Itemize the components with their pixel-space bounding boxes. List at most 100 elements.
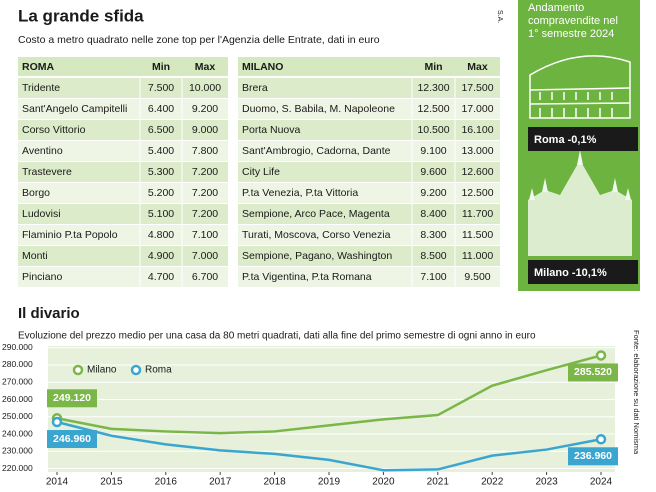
table-cell: 7.200 — [192, 187, 218, 199]
table-cell: Aventino — [22, 145, 63, 157]
table-cell: P.ta Venezia, P.ta Vittoria — [242, 187, 358, 199]
table-row-bg — [18, 120, 228, 140]
y-tick-label: 260.000 — [2, 394, 33, 404]
table-header-bg — [238, 57, 500, 76]
table-cell: Sant'Angelo Campitelli — [22, 103, 127, 115]
value-label-bg — [568, 363, 618, 382]
table-cell: 7.000 — [192, 250, 218, 262]
legend-marker — [130, 364, 142, 376]
table-header: ROMA — [22, 61, 54, 73]
table-cell: 4.900 — [148, 250, 174, 262]
value-label: 249.120 — [53, 392, 91, 404]
table-row-bg — [238, 246, 500, 266]
table-cell: 7.500 — [148, 82, 174, 94]
table-cell: Corso Vittorio — [22, 124, 86, 136]
y-tick-label: 290.000 — [2, 342, 33, 352]
value-label: 246.960 — [53, 433, 91, 445]
legend-label: Roma — [145, 365, 172, 376]
x-tick-label: 2024 — [590, 477, 613, 488]
x-tick-label: 2020 — [372, 477, 395, 488]
chart-title: Il divario — [18, 305, 80, 322]
table-cell: 11.500 — [462, 229, 493, 241]
y-tick-label: 240.000 — [2, 428, 33, 438]
table-cell: 7.100 — [420, 271, 446, 283]
legend-marker — [72, 364, 84, 376]
table-cell: Monti — [22, 250, 48, 262]
y-tick-label: 270.000 — [2, 376, 33, 386]
table-cell: Sempione, Arco Pace, Magenta — [242, 208, 390, 220]
chart-source: Fonte: elaborazione su dati Nomisma — [632, 330, 641, 455]
y-tick-label: 280.000 — [2, 359, 33, 369]
table-cell: 7.100 — [192, 229, 218, 241]
table-cell: 6.500 — [148, 124, 174, 136]
panel-title: 1° semestre 2024 — [528, 28, 614, 40]
table-header: Min — [424, 61, 442, 73]
duomo-icon — [528, 150, 632, 256]
subtitle: Costo a metro quadrato nelle zone top pe… — [18, 34, 380, 46]
table-row-bg — [238, 225, 500, 245]
table-cell: 8.300 — [420, 229, 446, 241]
table-row-bg — [238, 204, 500, 224]
table-cell: 9.000 — [192, 124, 218, 136]
table-header: Min — [152, 61, 170, 73]
table-row-bg — [18, 267, 228, 287]
table-cell: Brera — [242, 82, 268, 94]
table-row-bg — [18, 162, 228, 182]
x-tick-label: 2015 — [100, 477, 123, 488]
table-cell: Duomo, S. Babila, M. Napoleone — [242, 103, 395, 115]
table-cell: 12.500 — [417, 103, 449, 115]
table-cell: Porta Nuova — [242, 124, 301, 136]
table-cell: 11.700 — [462, 208, 493, 220]
colosseum-icon — [529, 55, 631, 119]
table-row-bg — [238, 78, 500, 98]
table-cell: 17.500 — [461, 82, 493, 94]
table-cell: 11.000 — [462, 250, 493, 262]
series-line — [56, 354, 602, 435]
panel-item: Milano -10,1% — [534, 267, 607, 279]
y-tick-label: 230.000 — [2, 446, 33, 456]
table-cell: 5.300 — [148, 166, 174, 178]
y-tick-label: 250.000 — [2, 411, 33, 421]
table-cell: 7.200 — [192, 166, 218, 178]
table-cell: P.ta Vigentina, P.ta Romana — [242, 271, 372, 283]
x-tick-label: 2019 — [318, 477, 341, 488]
value-label: 236.960 — [574, 450, 612, 462]
table-cell: 7.200 — [192, 208, 218, 220]
table-cell: Pinciano — [22, 271, 62, 283]
panel-title: compravendite nel — [528, 15, 618, 27]
table-cell: Turati, Moscova, Corso Venezia — [242, 229, 391, 241]
table-cell: 9.500 — [464, 271, 490, 283]
table-cell: Sant'Ambrogio, Cadorna, Dante — [242, 145, 391, 157]
table-cell: 12.300 — [417, 82, 449, 94]
x-tick-label: 2022 — [481, 477, 504, 488]
table-cell: 16.100 — [461, 124, 493, 136]
x-tick-label: 2018 — [263, 477, 286, 488]
table-header: MILANO — [242, 61, 283, 73]
chart-subtitle: Evoluzione del prezzo medio per una casa… — [18, 331, 536, 342]
table-cell: 17.000 — [461, 103, 493, 115]
series-line — [56, 420, 602, 472]
table-cell: 10.000 — [189, 82, 221, 94]
value-label-bg — [47, 389, 97, 408]
table-cell: Tridente — [22, 82, 60, 94]
table-header-bg — [18, 57, 228, 76]
source-tag: S.A. — [496, 10, 503, 23]
table-cell: 13.000 — [461, 145, 493, 157]
panel-item-bg — [528, 127, 638, 151]
point — [595, 434, 607, 445]
table-cell: Flaminio P.ta Popolo — [22, 229, 118, 241]
value-label-bg — [568, 447, 618, 466]
table-cell: City Life — [242, 166, 280, 178]
x-tick-label: 2016 — [155, 477, 178, 488]
table-row-bg — [18, 141, 228, 161]
legend-label: Milano — [87, 365, 117, 376]
table-row-bg — [238, 141, 500, 161]
table-cell: 7.800 — [192, 145, 218, 157]
table-cell: 9.100 — [420, 145, 446, 157]
table-cell: 5.200 — [148, 187, 174, 199]
table-cell: Ludovisi — [22, 208, 61, 220]
x-tick-label: 2014 — [46, 477, 69, 488]
table-cell: 10.500 — [417, 124, 449, 136]
table-row-bg — [238, 162, 500, 182]
table-cell: Sempione, Pagano, Washington — [242, 250, 392, 262]
